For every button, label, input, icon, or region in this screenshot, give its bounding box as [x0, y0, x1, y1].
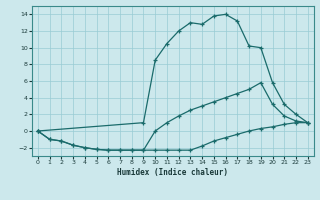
X-axis label: Humidex (Indice chaleur): Humidex (Indice chaleur) [117, 168, 228, 177]
